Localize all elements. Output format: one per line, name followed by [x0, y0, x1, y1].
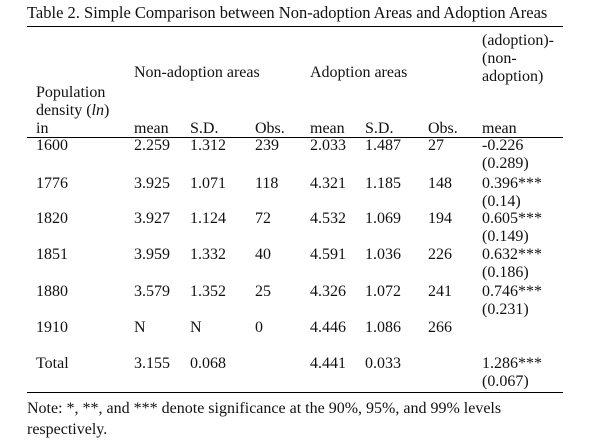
group-header-adoption: Adoption areas [310, 64, 408, 81]
cell-na-mean: 3.927 [134, 210, 170, 227]
col-header-na-obs: Obs. [255, 120, 285, 137]
row-year: 1910 [36, 319, 68, 336]
cell-diff-se: (0.289) [482, 155, 529, 172]
col-header-na-mean: mean [134, 120, 169, 137]
cell-a-mean: 4.441 [310, 355, 346, 372]
row-year: Total [36, 355, 69, 372]
cell-diff-se: (0.149) [482, 228, 529, 245]
col-header-a-mean: mean [310, 120, 345, 137]
cell-na-mean: 3.155 [134, 355, 170, 372]
cell-a-mean: 4.321 [310, 175, 346, 192]
cell-diff: 1.286*** [482, 355, 542, 372]
cell-na-mean: 2.259 [134, 137, 170, 154]
cell-na-sd: 1.124 [190, 210, 226, 227]
row-year: 1776 [36, 175, 68, 192]
cell-na-sd: 1.071 [190, 175, 226, 192]
row-year: 1851 [36, 246, 68, 263]
cell-a-sd: 1.185 [365, 175, 401, 192]
cell-na-sd: 0.068 [190, 355, 226, 372]
cell-a-sd: 0.033 [365, 355, 401, 372]
cell-na-mean: 3.925 [134, 175, 170, 192]
cell-na-sd: N [190, 319, 202, 336]
col-header-a-obs: Obs. [428, 120, 458, 137]
cell-a-sd: 1.086 [365, 319, 401, 336]
cell-a-obs: 241 [428, 283, 452, 300]
row-year: 1880 [36, 283, 68, 300]
cell-a-mean: 4.446 [310, 319, 346, 336]
row-header-text-a: density ( [36, 102, 92, 119]
cell-a-sd: 1.487 [365, 137, 401, 154]
row-year: 1600 [36, 137, 68, 154]
cell-diff-se: (0.14) [482, 193, 521, 210]
cell-diff-se: (0.186) [482, 264, 529, 281]
diff-header-line-3: adoption) [482, 68, 544, 85]
cell-a-obs: 226 [428, 246, 452, 263]
cell-na-obs: 40 [255, 246, 271, 263]
row-header-ln: ln [91, 102, 104, 119]
cell-na-sd: 1.312 [190, 137, 226, 154]
cell-na-obs: 118 [255, 175, 279, 192]
row-header-line-1: Population [36, 84, 106, 101]
cell-na-obs: 72 [255, 210, 271, 227]
bottom-rule [27, 392, 563, 393]
cell-a-sd: 1.072 [365, 283, 401, 300]
table-caption: Table 2. Simple Comparison between Non-a… [27, 3, 548, 22]
row-header-text-b: ) [104, 102, 110, 119]
cell-diff: 0.746*** [482, 283, 542, 300]
cell-na-obs: 0 [255, 319, 263, 336]
cell-a-obs: 148 [428, 175, 452, 192]
table-note: Note: *, **, and *** denote significance… [27, 400, 502, 438]
row-header-line-2: density (ln) [36, 102, 109, 120]
cell-a-mean: 4.326 [310, 283, 346, 300]
cell-a-obs: 194 [428, 210, 452, 227]
row-year: 1820 [36, 210, 68, 227]
cell-na-obs: 239 [255, 137, 279, 154]
cell-diff: 0.632*** [482, 246, 542, 263]
cell-a-obs: 266 [428, 319, 452, 336]
cell-na-obs: 25 [255, 283, 271, 300]
cell-a-sd: 1.069 [365, 210, 401, 227]
cell-diff-se: (0.231) [482, 301, 529, 318]
cell-diff: 0.605*** [482, 210, 542, 227]
header-rule [27, 137, 563, 138]
cell-diff-se: (0.067) [482, 373, 529, 390]
col-header-diff-mean: mean [482, 120, 517, 137]
diff-header-line-1: (adoption)- [482, 32, 554, 49]
cell-diff: 0.396*** [482, 175, 542, 192]
cell-na-sd: 1.352 [190, 283, 226, 300]
diff-header-line-2: (non- [482, 50, 517, 67]
col-header-na-sd: S.D. [190, 120, 219, 137]
cell-a-sd: 1.036 [365, 246, 401, 263]
top-rule [27, 26, 563, 27]
cell-na-mean: N [134, 319, 146, 336]
cell-diff: -0.226 [482, 137, 524, 154]
cell-na-mean: 3.579 [134, 283, 170, 300]
row-header-line-3: in [36, 120, 49, 137]
cell-a-mean: 4.591 [310, 246, 346, 263]
col-header-a-sd: S.D. [365, 120, 394, 137]
cell-na-mean: 3.959 [134, 246, 170, 263]
group-header-non-adoption: Non-adoption areas [134, 64, 260, 81]
cell-a-obs: 27 [428, 137, 444, 154]
cell-na-sd: 1.332 [190, 246, 226, 263]
cell-a-mean: 4.532 [310, 210, 346, 227]
cell-a-mean: 2.033 [310, 137, 346, 154]
